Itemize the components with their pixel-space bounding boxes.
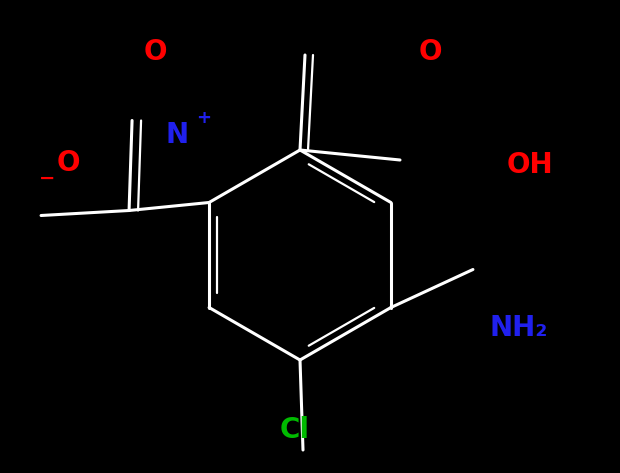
Text: OH: OH — [507, 151, 553, 179]
Text: N: N — [166, 121, 188, 149]
Text: O: O — [143, 38, 167, 66]
Text: O: O — [418, 38, 441, 66]
Text: NH₂: NH₂ — [490, 314, 548, 342]
Text: +: + — [197, 109, 211, 127]
Text: −: − — [39, 168, 55, 187]
Text: O: O — [56, 149, 80, 177]
Text: Cl: Cl — [280, 416, 310, 444]
